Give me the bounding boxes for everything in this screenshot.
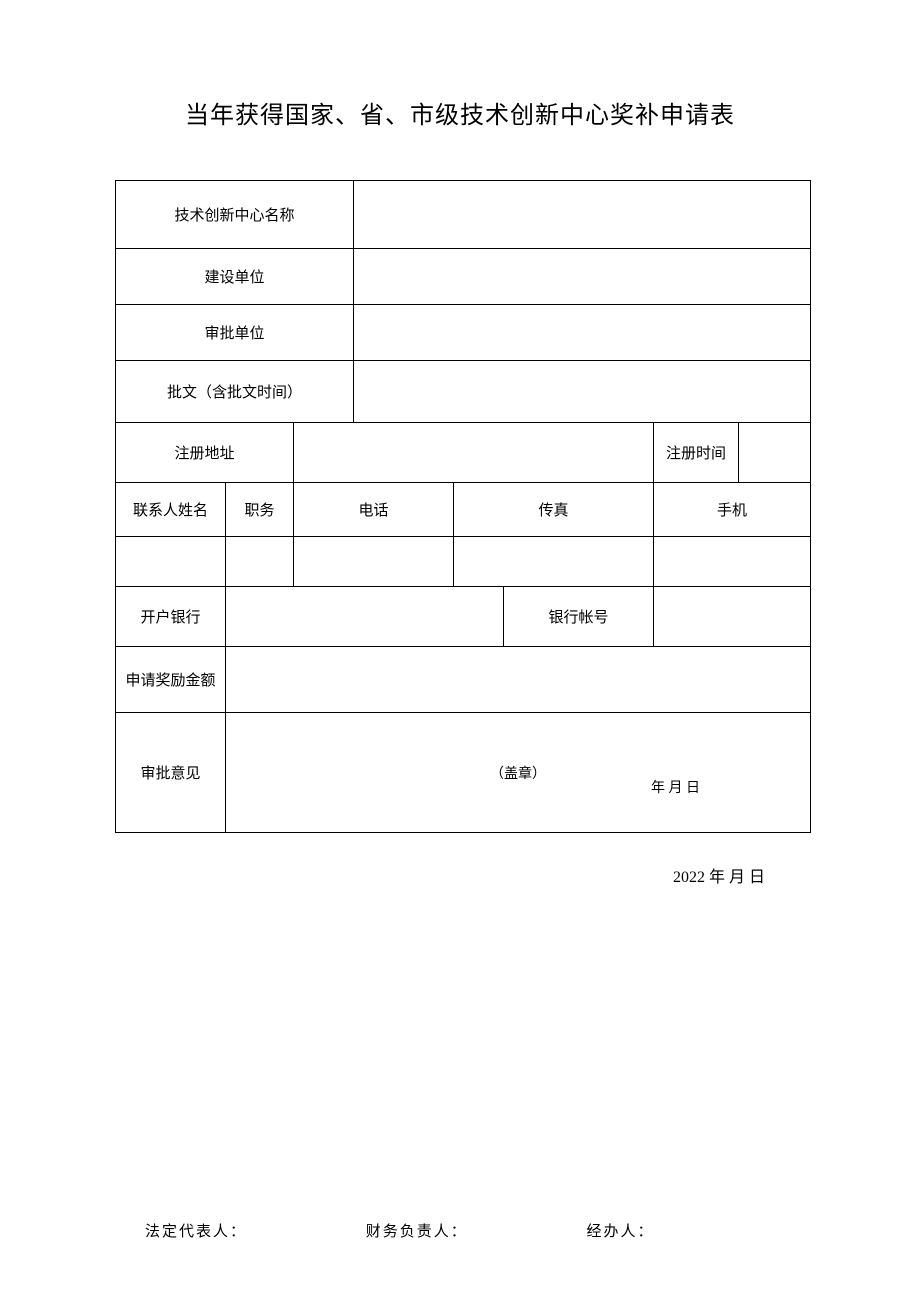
table-row: 申请奖励金额 — [116, 647, 811, 713]
application-form-table: 技术创新中心名称 建设单位 审批单位 批文（含批文时间） 注册地址 注册时间 联… — [115, 180, 811, 833]
fax-value — [454, 537, 654, 587]
phone-label: 电话 — [294, 483, 454, 537]
table-row: 建设单位 — [116, 249, 811, 305]
finance-head-label: 财务负责人： — [366, 1220, 468, 1241]
center-name-label: 技术创新中心名称 — [116, 181, 354, 249]
table-row — [116, 537, 811, 587]
contact-name-value — [116, 537, 226, 587]
fax-label: 传真 — [454, 483, 654, 537]
contact-name-label: 联系人姓名 — [116, 483, 226, 537]
mobile-value — [654, 537, 811, 587]
build-unit-value — [354, 249, 811, 305]
bank-account-label: 银行帐号 — [504, 587, 654, 647]
reward-amount-label: 申请奖励金额 — [116, 647, 226, 713]
table-row: 审批单位 — [116, 305, 811, 361]
footer-signatures: 法定代表人： 财务负责人： 经办人： — [145, 1220, 845, 1241]
reg-time-value — [739, 423, 811, 483]
approval-opinion-label: 审批意见 — [116, 713, 226, 833]
phone-value — [294, 537, 454, 587]
page-title: 当年获得国家、省、市级技术创新中心奖补申请表 — [0, 0, 920, 180]
position-label: 职务 — [226, 483, 294, 537]
reg-time-label: 注册时间 — [654, 423, 739, 483]
form-date-line: 2022 年 月 日 — [0, 833, 920, 887]
reg-address-value — [294, 423, 654, 483]
mobile-label: 手机 — [654, 483, 811, 537]
approval-unit-label: 审批单位 — [116, 305, 354, 361]
build-unit-label: 建设单位 — [116, 249, 354, 305]
table-row: 联系人姓名 职务 电话 传真 手机 — [116, 483, 811, 537]
table-row: 技术创新中心名称 — [116, 181, 811, 249]
reg-address-label: 注册地址 — [116, 423, 294, 483]
reward-amount-value — [226, 647, 811, 713]
table-row: 注册地址 注册时间 — [116, 423, 811, 483]
bank-account-value — [654, 587, 811, 647]
center-name-value — [354, 181, 811, 249]
seal-text: （盖章） — [490, 763, 546, 783]
approval-doc-label: 批文（含批文时间） — [116, 361, 354, 423]
approval-date-placeholder: 年 月 日 — [651, 777, 700, 797]
legal-rep-label: 法定代表人： — [145, 1220, 247, 1241]
table-row: 审批意见 （盖章） 年 月 日 — [116, 713, 811, 833]
bank-label: 开户银行 — [116, 587, 226, 647]
handler-label: 经办人： — [587, 1220, 655, 1241]
approval-unit-value — [354, 305, 811, 361]
position-value — [226, 537, 294, 587]
table-row: 批文（含批文时间） — [116, 361, 811, 423]
approval-doc-value — [354, 361, 811, 423]
table-row: 开户银行 银行帐号 — [116, 587, 811, 647]
bank-value — [226, 587, 504, 647]
approval-opinion-cell: （盖章） 年 月 日 — [226, 713, 811, 833]
